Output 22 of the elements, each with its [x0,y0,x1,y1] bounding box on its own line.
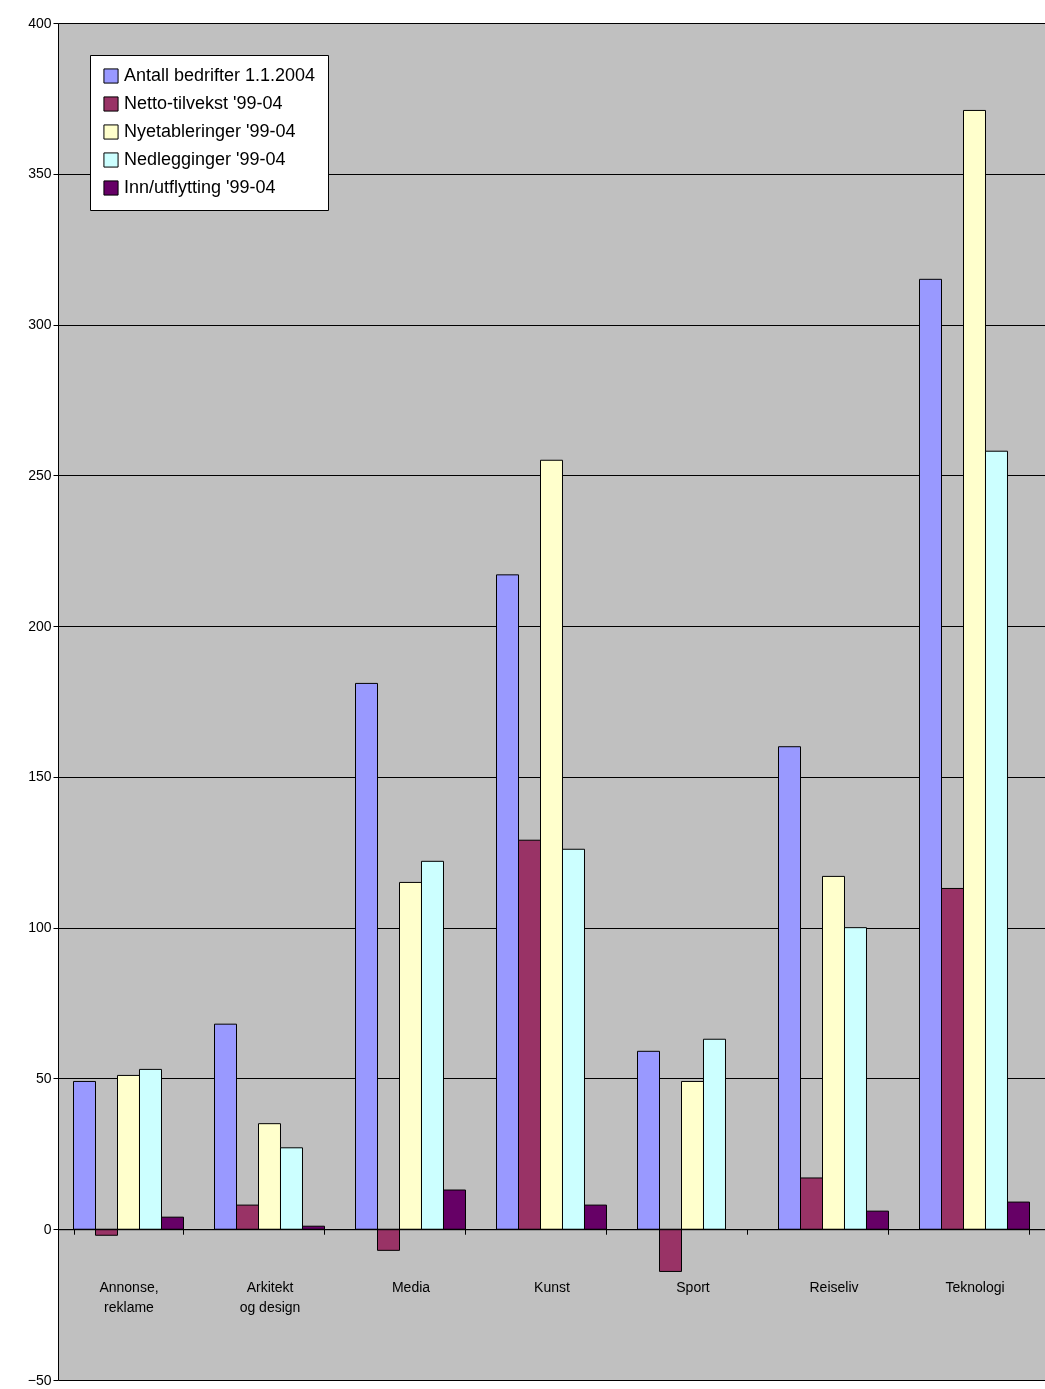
y-tick-label: 100 [28,919,52,936]
legend-label: Netto-tilvekst '99-04 [124,93,283,113]
y-tick-label: 300 [28,316,52,333]
legend-label: Nyetableringer '99-04 [124,121,296,141]
y-tick-label: 400 [28,14,52,31]
y-tick-label: −50 [27,1371,52,1388]
y-tick-label: 50 [35,1069,52,1086]
x-tick-label: Arkitekt og design [239,1278,301,1315]
x-tick-label: Reiseliv [809,1278,859,1295]
x-tick-label: Media [391,1278,431,1295]
y-tick-label: 350 [28,165,52,182]
y-tick-label: 250 [28,466,52,483]
x-tick-label: Kunst [534,1278,570,1295]
legend-label: Antall bedrifter 1.1.2004 [124,65,316,85]
y-tick-label: 150 [28,768,52,785]
legend-label: Nedlegginger '99-04 [124,149,286,169]
x-tick-label: Annonse, reklame [99,1278,159,1315]
y-tick-label: 0 [43,1220,52,1237]
legend-label: Inn/utflytting '99-04 [124,177,276,197]
x-tick-label: Sport [676,1278,710,1295]
x-tick-label: Teknologi [945,1278,1005,1295]
y-tick-label: 200 [28,617,52,634]
